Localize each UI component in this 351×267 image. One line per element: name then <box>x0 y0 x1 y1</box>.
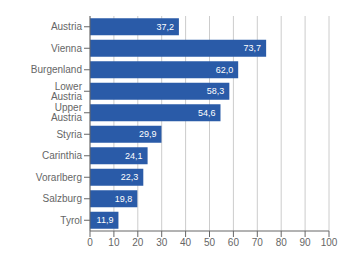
svg-text:Vorarlberg: Vorarlberg <box>36 172 82 183</box>
svg-text:80: 80 <box>276 237 288 248</box>
svg-text:24,1: 24,1 <box>125 151 143 161</box>
svg-text:40: 40 <box>180 237 192 248</box>
svg-text:Carinthia: Carinthia <box>42 150 82 161</box>
svg-text:70: 70 <box>252 237 264 248</box>
svg-text:54,6: 54,6 <box>198 108 216 118</box>
svg-text:0: 0 <box>87 237 93 248</box>
svg-text:11,9: 11,9 <box>97 215 114 225</box>
svg-text:20: 20 <box>132 237 144 248</box>
svg-text:62,0: 62,0 <box>216 65 234 75</box>
svg-text:58,3: 58,3 <box>207 86 225 96</box>
svg-text:Burgenland: Burgenland <box>31 64 82 75</box>
svg-text:19,8: 19,8 <box>115 194 133 204</box>
svg-text:30: 30 <box>156 237 168 248</box>
svg-text:73,7: 73,7 <box>244 43 262 53</box>
svg-text:50: 50 <box>204 237 216 248</box>
svg-text:60: 60 <box>228 237 240 248</box>
svg-text:37,2: 37,2 <box>156 22 174 32</box>
svg-text:LowerAustria: LowerAustria <box>51 81 83 102</box>
svg-text:Tyrol: Tyrol <box>60 215 82 226</box>
svg-text:90: 90 <box>300 237 312 248</box>
svg-text:100: 100 <box>321 237 338 248</box>
svg-text:Salzburg: Salzburg <box>43 193 82 204</box>
svg-text:Styria: Styria <box>56 129 82 140</box>
svg-text:22,3: 22,3 <box>121 172 139 182</box>
svg-text:Vienna: Vienna <box>51 43 82 54</box>
svg-text:29,9: 29,9 <box>139 129 157 139</box>
svg-text:UpperAustria: UpperAustria <box>51 102 83 123</box>
svg-text:10: 10 <box>108 237 120 248</box>
svg-text:Austria: Austria <box>51 21 83 32</box>
